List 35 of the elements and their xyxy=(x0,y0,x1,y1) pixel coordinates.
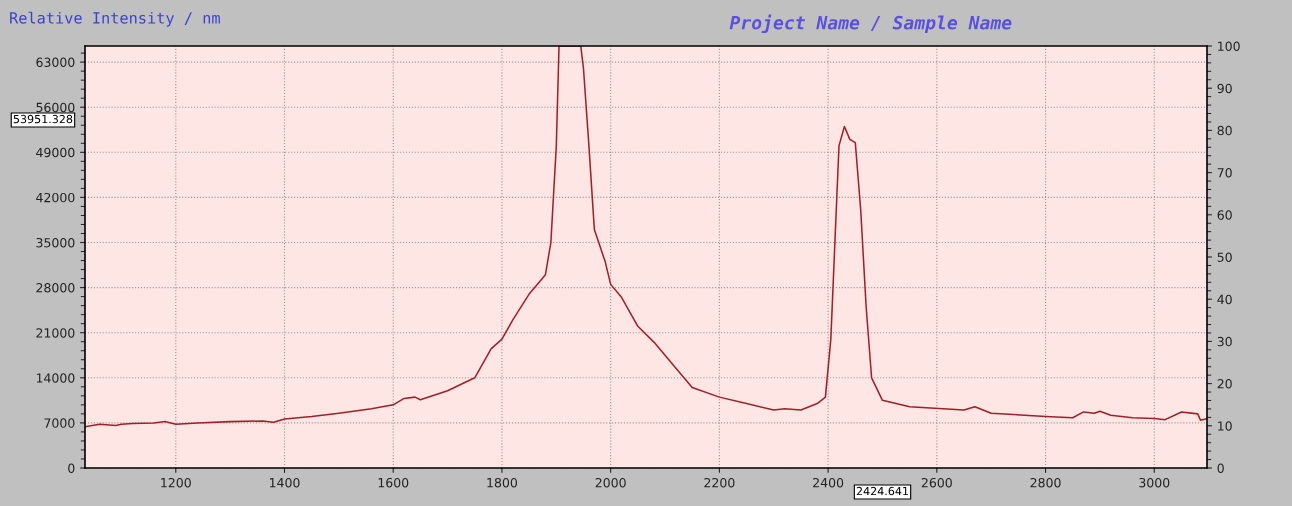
y2-tick-label: 60 xyxy=(1217,210,1232,220)
y2-tick-label: 50 xyxy=(1217,252,1232,262)
y-tick-label: 0 xyxy=(68,463,75,473)
y-tick-label: 28000 xyxy=(36,283,75,293)
y-tick-label: 14000 xyxy=(36,373,75,383)
y2-tick-label: 90 xyxy=(1217,83,1232,94)
x-tick-label: 2600 xyxy=(921,477,952,488)
x-tick-label: 1800 xyxy=(487,477,518,488)
y2-tick-label: 10 xyxy=(1218,421,1232,431)
x-tick-label: 1200 xyxy=(161,477,191,488)
y-tick-label: 49000 xyxy=(36,147,75,158)
y2-tick-label: 100 xyxy=(1218,41,1240,51)
y2-tick-label: 0 xyxy=(1217,463,1224,473)
y2-tick-label: 40 xyxy=(1217,294,1232,305)
chart-title: Project Name / Sample Name xyxy=(729,14,1012,33)
y2-tick-label: 30 xyxy=(1217,336,1232,347)
y-tick-label: 7000 xyxy=(44,418,75,428)
x-tick-label: 2400 xyxy=(813,477,844,488)
y-tick-label: 35000 xyxy=(36,237,75,248)
x-tick-label: 2200 xyxy=(704,477,735,488)
x-tick-label: 1600 xyxy=(378,477,409,488)
x-tick-label: 3000 xyxy=(1139,477,1170,488)
x-tick-label: 1400 xyxy=(269,477,300,488)
y-axis-title: Relative Intensity / nm xyxy=(10,11,220,27)
y-tick-label: 42000 xyxy=(36,192,75,203)
x-tick-label: 2800 xyxy=(1030,477,1061,488)
y2-tick-label: 70 xyxy=(1217,168,1232,178)
y-tick-label: 56000 xyxy=(36,102,75,113)
y-tick-label: 63000 xyxy=(36,57,75,68)
text: 53951.328 xyxy=(13,114,73,124)
y-tick-label: 21000 xyxy=(36,328,75,338)
y2-tick-label: 20 xyxy=(1217,379,1232,389)
y2-tick-label: 80 xyxy=(1217,125,1232,136)
text: 2424.641 xyxy=(856,486,908,496)
x-tick-label: 2000 xyxy=(595,477,626,488)
